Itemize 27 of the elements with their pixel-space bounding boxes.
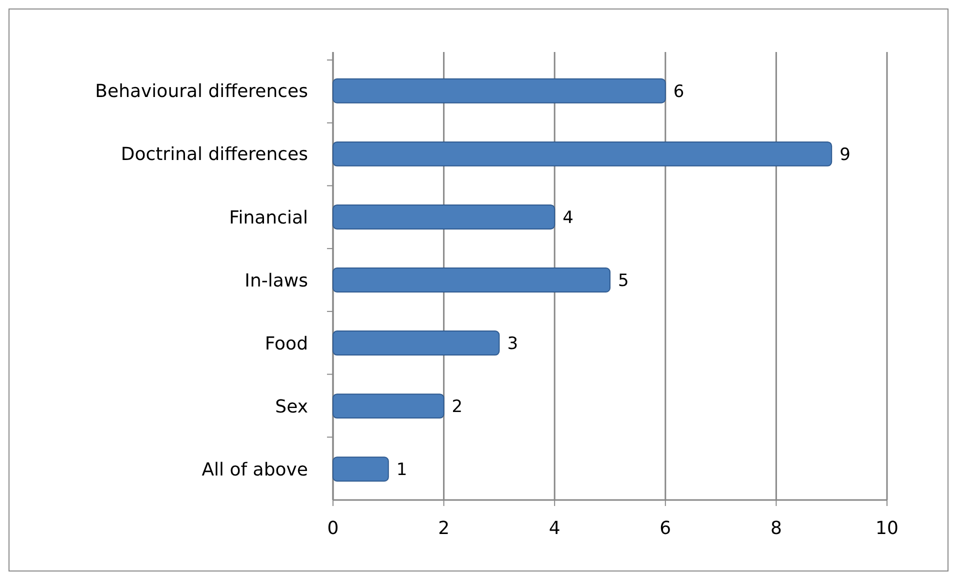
x-tick-label: 0 (327, 518, 339, 539)
bar (332, 394, 444, 419)
bar (332, 204, 556, 230)
data-label: 2 (452, 397, 463, 418)
data-label: 9 (840, 144, 850, 165)
bar (332, 330, 500, 356)
x-tick-label: 8 (770, 518, 782, 539)
y-tick-label: Food (264, 333, 308, 354)
data-label: 3 (507, 334, 518, 354)
y-tick-label: In-laws (244, 270, 308, 292)
y-tick-label: Sex (275, 396, 308, 418)
bar (332, 141, 832, 166)
data-label: 5 (618, 270, 629, 291)
data-label: 1 (396, 460, 408, 480)
x-tick-label: 4 (548, 518, 560, 539)
data-label: 6 (673, 82, 684, 102)
bar (332, 268, 610, 292)
y-tick-label: Doctrinal differences (120, 144, 308, 166)
x-tick-label: 6 (660, 518, 672, 539)
y-tick-label: All of above (202, 459, 308, 480)
y-tick-label: Financial (229, 207, 308, 228)
bar (332, 456, 389, 482)
data-label: 4 (562, 208, 574, 228)
x-tick-label: 2 (438, 518, 450, 539)
y-tick-label: Behavioural differences (95, 81, 308, 102)
bar (332, 78, 666, 104)
x-tick-label: 10 (876, 518, 898, 539)
